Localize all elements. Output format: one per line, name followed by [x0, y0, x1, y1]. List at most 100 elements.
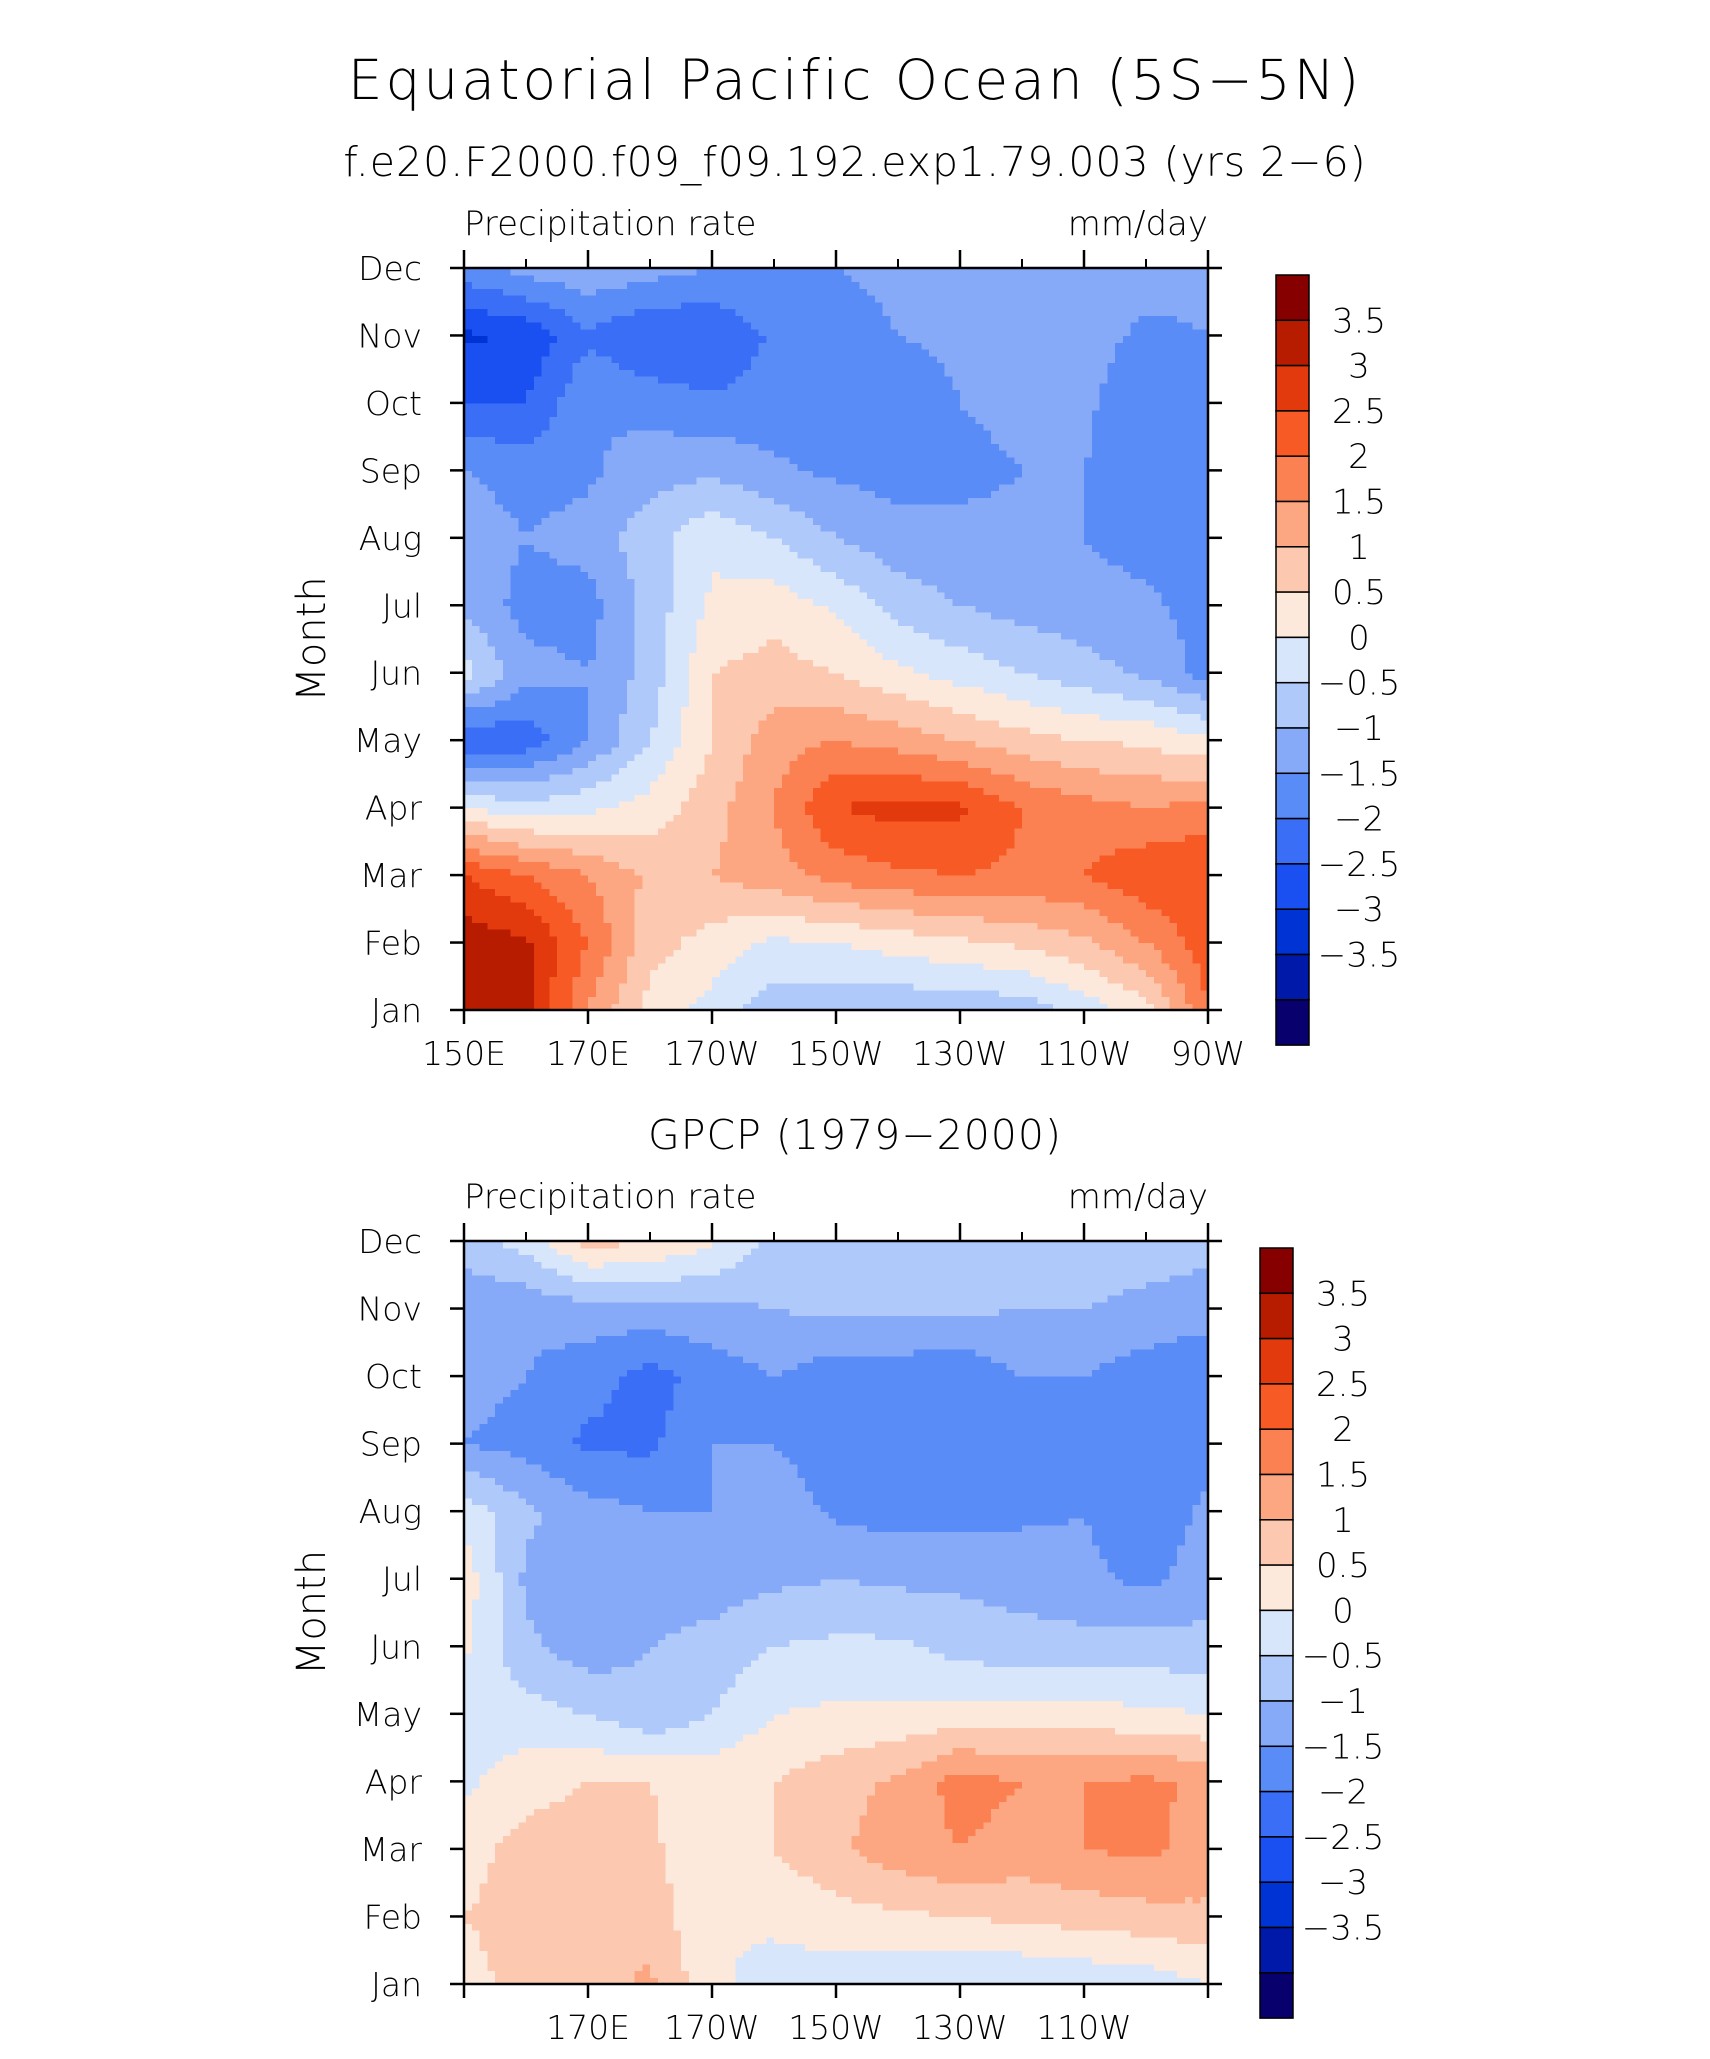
month-tick-label: Feb [364, 1897, 422, 1936]
colorbar-swatch [1260, 1792, 1293, 1837]
colorbar-swatch [1276, 456, 1309, 501]
colorbar-label: −1.5 [1318, 754, 1401, 794]
colorbar-label: −2.5 [1302, 1818, 1385, 1858]
month-tick-label: Aug [359, 519, 422, 558]
colorbar-swatch [1276, 547, 1309, 592]
lon-tick-label: 170E [546, 2008, 630, 2047]
panel-2: JanFebMarAprMayJunJulAugSepOctNovDec170E… [289, 1177, 1384, 2047]
month-tick-label: Jul [382, 1560, 422, 1599]
lon-tick-label: 150E [422, 1034, 506, 1073]
colorbar-swatch [1260, 1293, 1293, 1338]
colorbar: 3.532.521.510.50−0.5−1−1.5−2−2.5−3−3.5 [1276, 275, 1400, 1045]
colorbar-swatch [1260, 1882, 1293, 1927]
colorbar-swatch [1260, 1837, 1293, 1882]
colorbar-label: 2.5 [1332, 392, 1386, 432]
colorbar-label: 0 [1332, 1591, 1354, 1631]
lon-tick-label: 110W [1036, 2008, 1132, 2047]
colorbar-swatch [1260, 1565, 1293, 1610]
colorbar-swatch [1276, 592, 1309, 637]
colorbar-swatch [1276, 411, 1309, 456]
colorbar-label: −1 [1318, 1682, 1368, 1722]
lon-tick-label: 170W [664, 1034, 760, 1073]
colorbar-swatch [1276, 864, 1309, 909]
colorbar-swatch [1260, 1656, 1293, 1701]
colorbar-swatch [1260, 1384, 1293, 1429]
lon-tick-label: 150W [788, 2008, 884, 2047]
month-tick-label: Apr [365, 1762, 423, 1801]
month-tick-label: Mar [360, 856, 423, 895]
lon-tick-label: 150W [788, 1034, 884, 1073]
colorbar-label: 1 [1332, 1501, 1354, 1541]
colorbar-label: 3 [1332, 1320, 1354, 1360]
colorbar-label: −1.5 [1302, 1727, 1385, 1767]
colorbar-swatch [1260, 1928, 1293, 1973]
colorbar-label: 2 [1348, 437, 1370, 477]
colorbar-swatch [1276, 683, 1309, 728]
colorbar-label: 3.5 [1316, 1274, 1370, 1314]
colorbar-label: −0.5 [1318, 664, 1401, 704]
colorbar-label: −2 [1318, 1773, 1368, 1813]
colorbar-label: −3.5 [1302, 1909, 1385, 1949]
colorbar-label: 2.5 [1316, 1365, 1370, 1405]
month-tick-label: May [354, 1695, 422, 1734]
lon-tick-label: 90W [1171, 1034, 1246, 1073]
precip-field [464, 268, 1209, 1011]
lon-tick-label: 110W [1036, 1034, 1132, 1073]
colorbar-label: −3 [1334, 890, 1384, 930]
month-tick-label: Nov [358, 316, 422, 355]
colorbar-swatch [1260, 1610, 1293, 1655]
colorbar-swatch [1260, 1248, 1293, 1293]
month-tick-label: Jun [370, 1627, 422, 1666]
colorbar-swatch [1276, 909, 1309, 954]
colorbar-label: −2.5 [1318, 845, 1401, 885]
panel-1: JanFebMarAprMayJunJulAugSepOctNovDec150E… [289, 204, 1400, 1073]
colorbar-swatch [1260, 1701, 1293, 1746]
lon-tick-label: 170E [546, 1034, 630, 1073]
colorbar-swatch [1276, 637, 1309, 682]
y-axis-title: Month [289, 576, 335, 701]
month-tick-label: Jul [382, 586, 422, 625]
colorbar-swatch [1276, 1000, 1309, 1045]
month-tick-label: May [354, 721, 422, 760]
colorbar-label: 2 [1332, 1410, 1354, 1450]
colorbar-label: −1 [1334, 709, 1384, 749]
colorbar-label: −3 [1318, 1863, 1368, 1903]
month-tick-label: Sep [360, 451, 422, 490]
colorbar-label: 0.5 [1316, 1546, 1370, 1586]
colorbar-label: 1.5 [1316, 1456, 1370, 1496]
month-tick-label: Sep [360, 1425, 422, 1464]
units-label: mm/day [1068, 204, 1208, 244]
month-tick-label: Oct [365, 1357, 422, 1396]
colorbar-swatch [1276, 275, 1309, 320]
month-tick-label: Jun [370, 654, 422, 693]
month-tick-label: Aug [359, 1492, 422, 1531]
colorbar-swatch [1260, 1339, 1293, 1384]
colorbar-swatch [1276, 502, 1309, 547]
colorbar-swatch [1276, 320, 1309, 365]
colorbar-label: −0.5 [1302, 1637, 1385, 1677]
colorbar-swatch [1260, 1429, 1293, 1474]
units-label: mm/day [1068, 1177, 1208, 1217]
variable-label: Precipitation rate [464, 1177, 756, 1217]
colorbar-label: 1.5 [1332, 483, 1386, 523]
colorbar-swatch [1260, 1520, 1293, 1565]
colorbar-swatch [1276, 955, 1309, 1000]
colorbar-label: −3.5 [1318, 936, 1401, 976]
lon-tick-label: 130W [912, 1034, 1008, 1073]
precip-field [464, 1241, 1209, 1985]
colorbar-label: 3 [1348, 347, 1370, 387]
colorbar-swatch [1276, 773, 1309, 818]
colorbar-label: 1 [1348, 528, 1370, 568]
colorbar-swatch [1276, 366, 1309, 411]
colorbar-swatch [1276, 728, 1309, 773]
variable-label: Precipitation rate [464, 204, 756, 244]
colorbar-swatch [1260, 1746, 1293, 1791]
y-axis-title: Month [289, 1550, 335, 1675]
month-tick-label: Apr [365, 789, 423, 828]
colorbar-swatch [1260, 1973, 1293, 2018]
colorbar-swatch [1276, 819, 1309, 864]
lon-tick-label: 170W [664, 2008, 760, 2047]
month-tick-label: Jan [371, 991, 422, 1030]
colorbar-label: −2 [1334, 800, 1384, 840]
